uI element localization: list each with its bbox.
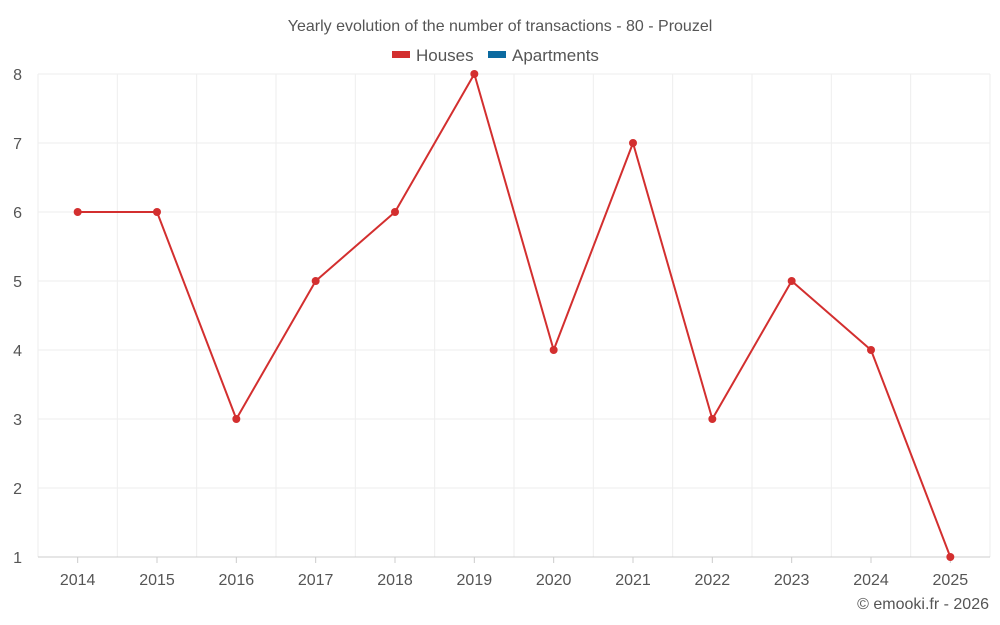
- legend-label-houses: Houses: [416, 46, 474, 65]
- x-tick-label: 2021: [615, 572, 651, 589]
- legend: Houses Apartments: [392, 46, 599, 65]
- y-tick-label: 7: [13, 136, 22, 153]
- chart-title: Yearly evolution of the number of transa…: [288, 18, 713, 35]
- data-point-houses[interactable]: [629, 139, 637, 147]
- x-tick-label: 2023: [774, 572, 810, 589]
- x-tick-label: 2018: [377, 572, 413, 589]
- legend-swatch-apartments: [488, 51, 506, 58]
- data-point-houses[interactable]: [708, 415, 717, 423]
- data-point-houses[interactable]: [867, 346, 875, 354]
- series-houses: [73, 70, 955, 561]
- y-tick-label: 6: [13, 205, 22, 222]
- x-tick-label: 2019: [457, 572, 493, 589]
- data-point-houses[interactable]: [470, 70, 479, 78]
- data-point-houses[interactable]: [73, 208, 82, 216]
- data-point-houses[interactable]: [549, 346, 558, 354]
- y-tick-label: 4: [13, 343, 22, 360]
- y-tick-label: 3: [13, 412, 22, 429]
- data-point-houses[interactable]: [391, 208, 399, 216]
- x-gridlines: [37, 74, 991, 557]
- y-tick-label: 8: [13, 67, 22, 84]
- x-axis-ticks: 2014 2015 2016 2017 2018 2019 2020 2021 2022 2023…: [60, 557, 968, 589]
- x-tick-label: 2016: [219, 572, 255, 589]
- data-point-houses[interactable]: [946, 553, 955, 561]
- x-tick-label: 2022: [695, 572, 731, 589]
- x-tick-label: 2020: [536, 572, 572, 589]
- x-tick-label: 2015: [139, 572, 175, 589]
- legend-swatch-houses: [392, 51, 410, 58]
- legend-item-houses[interactable]: Houses: [392, 46, 474, 65]
- x-tick-label: 2017: [298, 572, 334, 589]
- credit-text: © emooki.fr - 2026: [857, 596, 989, 613]
- y-tick-label: 1: [13, 550, 22, 567]
- x-tick-label: 2024: [853, 572, 889, 589]
- series-line-houses: [77, 73, 952, 558]
- y-tick-label: 5: [13, 274, 22, 291]
- data-point-houses[interactable]: [311, 277, 320, 285]
- legend-item-apartments[interactable]: Apartments: [488, 46, 599, 65]
- data-point-houses[interactable]: [153, 208, 161, 216]
- y-axis-ticks: 1 2 3 4 5 6 7 8: [13, 67, 22, 567]
- legend-label-apartments: Apartments: [512, 46, 599, 65]
- y-tick-label: 2: [13, 481, 22, 498]
- x-tick-label: 2014: [60, 572, 96, 589]
- data-point-houses[interactable]: [232, 415, 241, 423]
- data-point-houses[interactable]: [787, 277, 796, 285]
- x-tick-label: 2025: [933, 572, 969, 589]
